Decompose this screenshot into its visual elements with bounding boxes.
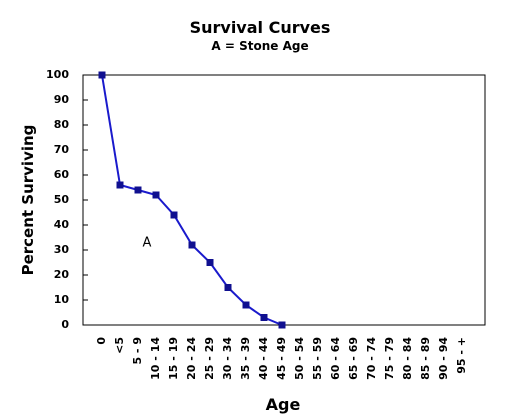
y-tick-label: 80 bbox=[54, 118, 70, 131]
x-tick-label: 80 - 84 bbox=[401, 337, 414, 380]
x-tick-label: 60 - 64 bbox=[329, 337, 342, 380]
x-tick-label: 15 - 19 bbox=[167, 337, 180, 380]
x-tick-label: 55 - 59 bbox=[311, 337, 324, 380]
x-tick-label: <5 bbox=[113, 337, 126, 354]
point-marker bbox=[134, 186, 142, 194]
point-marker bbox=[152, 191, 160, 199]
x-tick-label: 10 - 14 bbox=[149, 337, 162, 380]
series-line bbox=[101, 74, 283, 326]
y-tick-label: 0 bbox=[61, 318, 69, 331]
x-tick-label: 40 - 44 bbox=[257, 337, 270, 380]
point-marker bbox=[224, 284, 232, 291]
y-tick-label: 10 bbox=[54, 293, 70, 306]
point-marker bbox=[170, 211, 178, 219]
series-annotation: A bbox=[143, 236, 152, 251]
y-tick-label: 60 bbox=[54, 168, 70, 181]
chart-subtitle: A = Stone Age bbox=[211, 39, 308, 53]
x-tick-label: 95 - + bbox=[455, 337, 468, 374]
y-tick-label: 70 bbox=[54, 143, 70, 156]
x-tick-label: 25 - 29 bbox=[203, 337, 216, 380]
x-tick-label: 30 - 34 bbox=[221, 337, 234, 380]
x-tick-label: 50 - 54 bbox=[293, 337, 306, 380]
point-marker bbox=[206, 259, 214, 266]
plot-frame bbox=[82, 74, 486, 326]
y-tick-label: 20 bbox=[54, 268, 70, 281]
chart-title: Survival Curves bbox=[190, 18, 331, 37]
x-axis-label: Age bbox=[266, 395, 301, 414]
point-marker bbox=[278, 321, 286, 329]
x-tick-label: 85 - 89 bbox=[419, 337, 432, 380]
y-tick-label: 50 bbox=[54, 193, 70, 206]
y-axis-label: Percent Surviving bbox=[19, 125, 37, 276]
y-tick-label: 40 bbox=[54, 218, 70, 231]
x-tick-label: 90 - 94 bbox=[437, 337, 450, 380]
point-marker bbox=[116, 181, 124, 189]
x-tick-label: 65 - 69 bbox=[347, 337, 360, 380]
x-tick-label: 5 - 9 bbox=[131, 337, 144, 365]
point-marker bbox=[98, 71, 106, 79]
x-tick-label: 45 - 49 bbox=[275, 337, 288, 380]
x-tick-label: 0 bbox=[95, 337, 108, 345]
y-tick-label: 100 bbox=[46, 68, 69, 81]
x-tick-label: 75 - 79 bbox=[383, 337, 396, 380]
point-marker bbox=[260, 314, 268, 321]
y-tick-label: 90 bbox=[54, 93, 70, 106]
point-marker bbox=[242, 301, 250, 309]
x-tick-label: 70 - 74 bbox=[365, 337, 378, 380]
x-tick-label: 35 - 39 bbox=[239, 337, 252, 380]
x-tick-label: 20 - 24 bbox=[185, 337, 198, 380]
point-marker bbox=[188, 241, 196, 249]
y-tick-label: 30 bbox=[54, 243, 70, 256]
